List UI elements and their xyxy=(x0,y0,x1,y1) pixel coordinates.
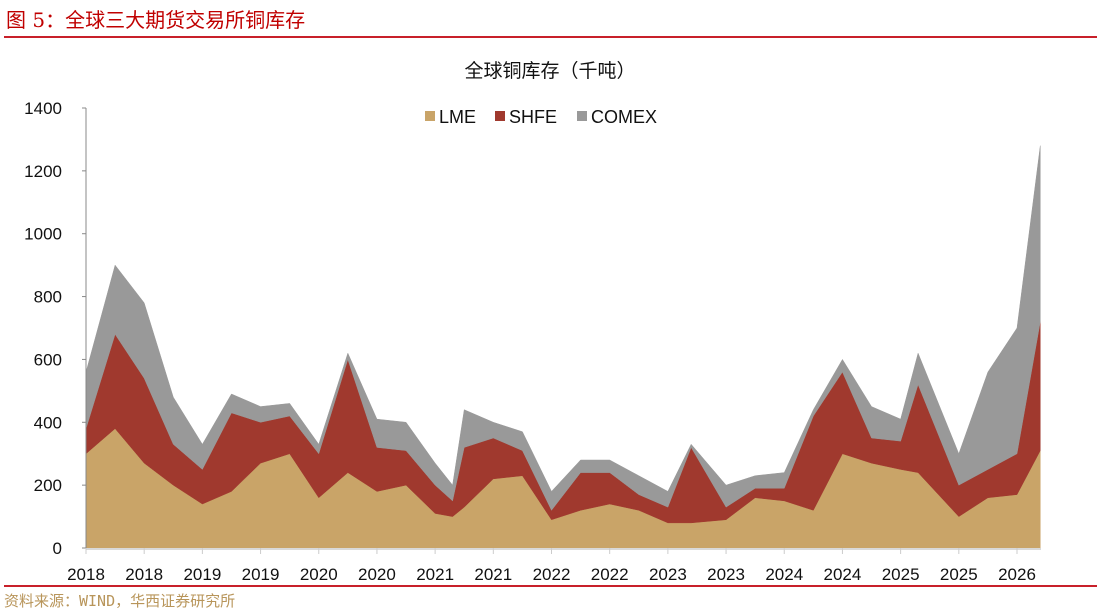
y-tick-label: 400 xyxy=(34,413,62,432)
legend-label-lme: LME xyxy=(439,107,476,127)
y-tick-label: 1000 xyxy=(24,225,62,244)
x-tick-label: 2021 xyxy=(474,565,512,584)
x-tick-label: 2022 xyxy=(591,565,629,584)
x-tick-label: 2023 xyxy=(707,565,745,584)
chart-title: 全球铜库存（千吨） xyxy=(464,60,635,82)
x-tick-label: 2018 xyxy=(67,565,105,584)
y-tick-label: 600 xyxy=(34,350,62,369)
x-tick-label: 2022 xyxy=(533,565,571,584)
x-tick-label: 2024 xyxy=(824,565,862,584)
x-tick-label: 2025 xyxy=(940,565,978,584)
area-comex xyxy=(85,145,1041,511)
legend-swatch-shfe xyxy=(495,111,505,121)
x-tick-label: 2018 xyxy=(125,565,163,584)
x-tick-label: 2020 xyxy=(358,565,396,584)
x-tick-label: 2019 xyxy=(242,565,280,584)
x-tick-label: 2021 xyxy=(416,565,454,584)
legend-swatch-comex xyxy=(577,111,587,121)
y-tick-label: 0 xyxy=(53,539,62,558)
x-tick-label: 2026 xyxy=(998,565,1036,584)
x-tick-label: 2024 xyxy=(765,565,803,584)
y-tick-label: 800 xyxy=(34,288,62,307)
x-tick-label: 2023 xyxy=(649,565,687,584)
y-tick-label: 200 xyxy=(34,476,62,495)
title-divider xyxy=(4,36,1097,38)
footer-divider xyxy=(4,585,1097,587)
x-tick-label: 2019 xyxy=(183,565,221,584)
figure-title: 图 5：全球三大期货交易所铜库存 xyxy=(6,8,306,32)
x-tick-label: 2020 xyxy=(300,565,338,584)
legend-label-comex: COMEX xyxy=(591,107,657,127)
legend-label-shfe: SHFE xyxy=(509,107,557,127)
y-tick-label: 1400 xyxy=(24,99,62,118)
x-tick-label: 2025 xyxy=(882,565,920,584)
y-tick-label: 1200 xyxy=(24,162,62,181)
source-note: 资料来源：WIND，华西证券研究所 xyxy=(4,592,236,610)
legend-swatch-lme xyxy=(425,111,435,121)
